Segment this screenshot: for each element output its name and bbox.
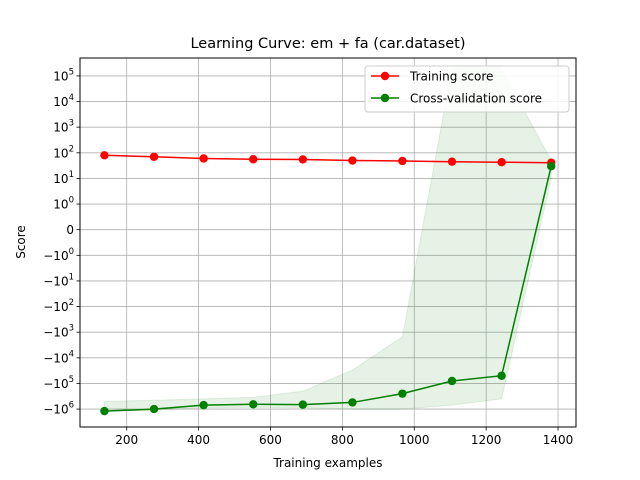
series-1-point (149, 404, 159, 414)
y-tick-label: 102 (53, 144, 74, 160)
y-axis-label: Score (14, 225, 28, 259)
series-1-point (298, 400, 308, 409)
series-0-point (199, 154, 208, 163)
grid-layer (80, 58, 576, 427)
y-tick-label: −106 (43, 401, 74, 417)
legend-label-cross-validation: Cross-validation score (410, 92, 542, 106)
x-tick-label: 1000 (399, 433, 430, 447)
series-1-point (497, 371, 506, 380)
legend-box (364, 65, 570, 113)
band-layer (103, 67, 552, 412)
chart-title: Learning Curve: em + fa (car.dataset) (190, 36, 465, 52)
x-tick-label: 1200 (471, 433, 502, 447)
x-tick-label: 800 (331, 433, 354, 447)
series-0-point (298, 155, 308, 164)
y-tick-label: 105 (53, 67, 74, 83)
y-tick-label: −103 (43, 324, 74, 340)
y-tick-label: 0 (66, 223, 74, 237)
y-tick-label: −102 (43, 298, 74, 314)
series-0-point (398, 156, 407, 166)
series-1-point (398, 389, 407, 398)
y-tick-label: −104 (43, 349, 74, 365)
x-axis-label: Training examples (272, 456, 382, 470)
y-tick-label: −101 (43, 272, 74, 288)
series-0-point (149, 152, 159, 161)
series-0-point (497, 157, 506, 167)
x-tick-label: 1400 (543, 433, 574, 447)
series-1-point (348, 398, 357, 407)
series-1-point (100, 406, 109, 416)
x-tick-label: 200 (115, 433, 138, 447)
series-1-point (447, 376, 457, 386)
series-1-point (199, 400, 208, 410)
series-0-point (348, 156, 357, 165)
y-tick-label: 100 (53, 196, 74, 212)
series-1-point (249, 400, 258, 409)
series-1-point (547, 162, 556, 171)
y-tick-label: 103 (53, 119, 74, 135)
y-axis-ticks: 105 104 103 102 101 100 0 −100 −101 −102 −103 −104 −… (43, 67, 80, 417)
series-0-point (447, 157, 457, 166)
y-tick-label: −100 (43, 247, 74, 263)
series-layer (100, 151, 556, 416)
y-tick-label: 104 (53, 93, 74, 109)
legend-marker-training (380, 71, 390, 81)
legend: Training score Cross-validation score (364, 65, 570, 113)
plot-frame (79, 57, 577, 428)
legend-marker-cross-validation (380, 93, 390, 103)
series-0-point (249, 155, 258, 164)
y-tick-label: 101 (53, 170, 74, 186)
series-line-0 (104, 154, 552, 164)
series-line-1 (104, 166, 552, 412)
series-0-point (100, 151, 109, 160)
confidence-band-1 (103, 67, 552, 412)
legend-label-training: Training score (409, 70, 493, 84)
x-axis-ticks: 200 400 600 800 1000 1200 1400 (115, 427, 573, 447)
x-tick-label: 600 (259, 433, 282, 447)
y-tick-label: −105 (43, 375, 74, 391)
x-tick-label: 400 (187, 433, 210, 447)
